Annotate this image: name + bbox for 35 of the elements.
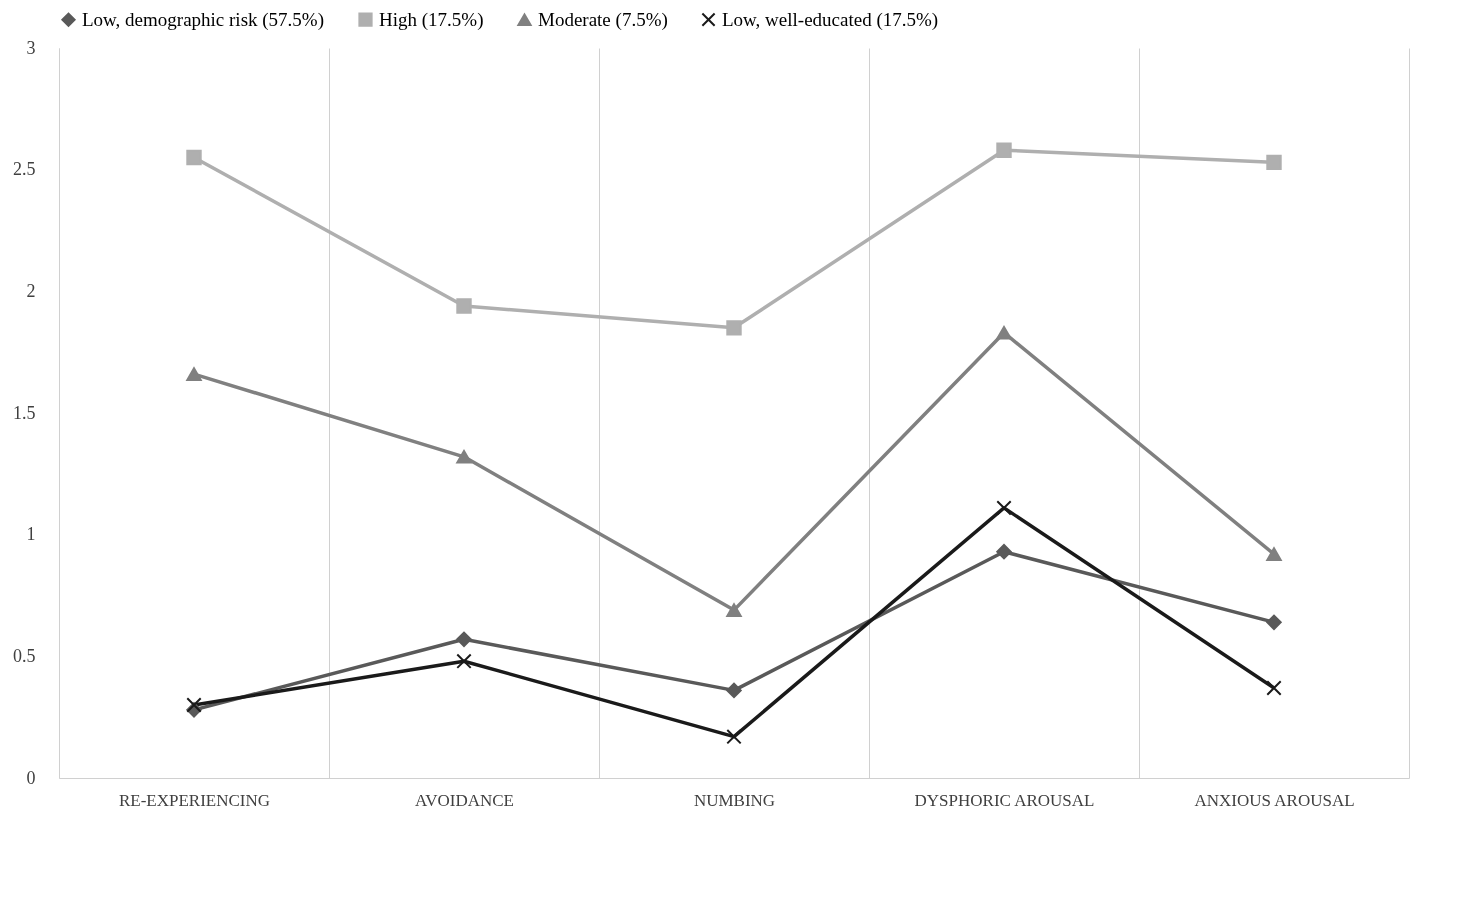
y-tick-label: 0.5 — [13, 645, 36, 666]
point — [186, 149, 202, 166]
legend-label: High (17.5%) — [379, 8, 484, 31]
x-tick-label: DYSPHORIC AROUSAL — [914, 790, 1095, 810]
point — [1266, 154, 1282, 171]
y-tick-label: 1 — [26, 524, 36, 545]
y-tick-label: 2 — [26, 280, 36, 301]
legend-label: Low, demographic risk (57.5%) — [82, 8, 325, 31]
point — [456, 449, 472, 464]
x-tick-label: AVOIDANCE — [415, 790, 514, 810]
point — [1266, 680, 1282, 696]
y-tick-label: 1.5 — [13, 402, 36, 423]
point — [726, 603, 742, 617]
point — [456, 298, 472, 314]
x-tick-label: NUMBING — [693, 790, 776, 810]
point — [456, 653, 472, 669]
legend-label: Moderate (7.5%) — [538, 8, 668, 31]
point — [186, 697, 202, 713]
point — [726, 682, 742, 699]
point — [726, 320, 742, 336]
y-tick-label: 2.5 — [13, 159, 36, 180]
point — [186, 367, 202, 381]
point — [726, 728, 742, 745]
legend-label: Low, well-educated (17.5%) — [722, 8, 939, 31]
x-tick-label: ANXIOUS AROUSAL — [1194, 790, 1355, 810]
point — [996, 142, 1012, 158]
point — [1266, 614, 1282, 630]
point — [1266, 547, 1282, 561]
y-tick-label: 0 — [26, 767, 36, 788]
point — [996, 500, 1012, 516]
point — [456, 631, 472, 648]
y-tick-label: 3 — [26, 37, 36, 58]
point — [996, 325, 1012, 340]
x-tick-label: RE-EXPERIENCING — [118, 790, 271, 810]
point — [996, 543, 1012, 560]
